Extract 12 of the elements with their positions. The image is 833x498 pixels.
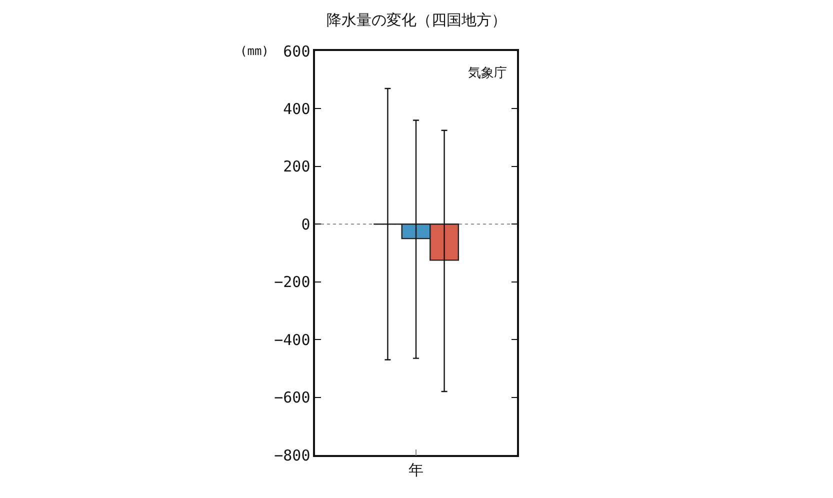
y-tick-label: 600	[283, 42, 310, 60]
y-tick-label: −800	[274, 446, 310, 464]
annotation: 気象庁	[468, 65, 507, 81]
chart-title: 降水量の変化（四国地方）	[326, 11, 506, 30]
y-axis-title: (mm)	[240, 44, 269, 58]
y-tick-label: −200	[274, 273, 310, 292]
y-tick-label: −600	[274, 388, 310, 407]
y-tick-label: −400	[274, 330, 310, 349]
y-tick-label: 0	[301, 215, 310, 234]
x-tick-label: 年	[408, 460, 424, 479]
y-tick-label: 200	[283, 158, 310, 176]
y-tick-label: 400	[283, 100, 310, 118]
